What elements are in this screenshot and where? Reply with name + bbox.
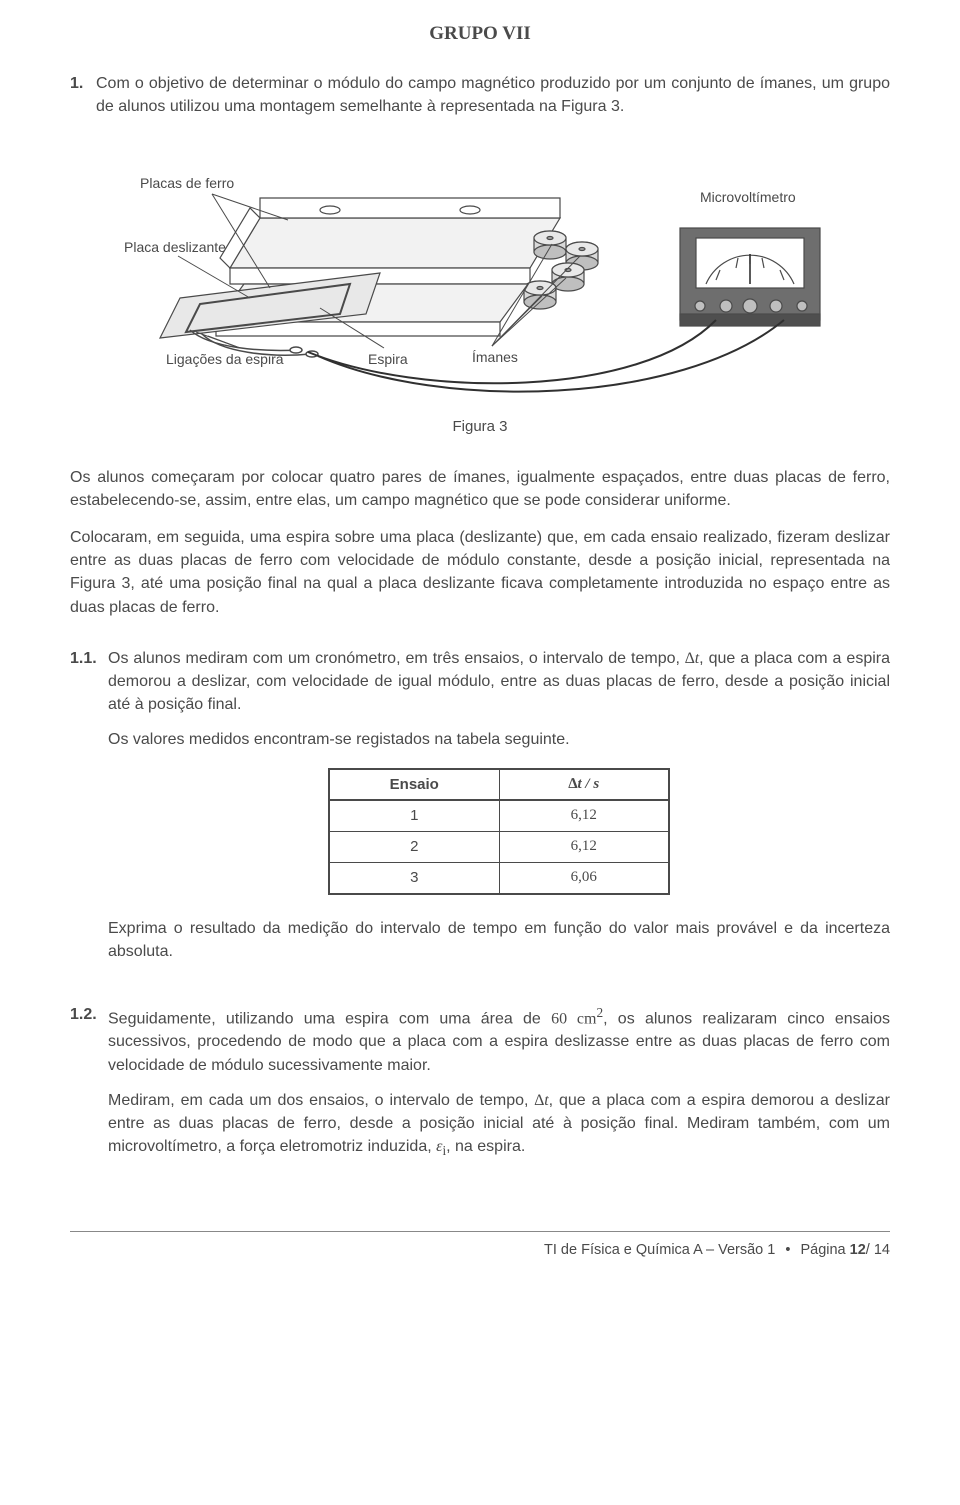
q1-1-text3: Exprima o resultado da medição do interv… [108,917,890,963]
page-footer: TI de Física e Química A – Versão 1 • Pá… [70,1231,890,1261]
delta-t-symbol: ∆t [685,650,699,667]
q1-2-text2c: , na espira. [446,1138,525,1155]
label-microvoltimetro: Microvoltímetro [700,189,796,205]
q1-2-text1: Seguidamente, utilizando uma espira com … [108,1003,890,1077]
th-delta-t: ∆t / s [499,769,669,801]
question-1-text: Com o objetivo de determinar o módulo do… [96,72,890,118]
q1-1-text1: Os alunos mediram com um cronómetro, em … [108,647,890,717]
question-1-1: 1.1. Os alunos mediram com um cronómetro… [70,647,890,975]
q1-2-text2a: Mediram, em cada um dos ensaios, o inter… [108,1092,534,1109]
cell-dt: 6,12 [499,832,669,863]
table-row: 3 6,06 [329,862,669,893]
figure-3-caption: Figura 3 [70,416,890,438]
cell-dt: 6,06 [499,862,669,893]
figure-3-apparatus: Placas de ferro Placa deslizante Ligaçõe… [70,138,890,398]
label-ligacoes-espira: Ligações da espira [166,351,284,367]
label-imanes: Ímanes [472,349,518,365]
table-row: 2 6,12 [329,832,669,863]
footer-course: TI de Física e Química A – Versão 1 [544,1242,775,1258]
apparatus-svg: Placas de ferro Placa deslizante Ligaçõe… [120,138,840,398]
delta-t-symbol-2: ∆t [534,1092,548,1109]
footer-page-label: Página [800,1242,849,1258]
q1-2-text1a: Seguidamente, utilizando uma espira com … [108,1010,551,1027]
cell-dt: 6,12 [499,800,669,831]
footer-page-total: 14 [874,1242,890,1258]
label-placa-deslizante: Placa deslizante [124,239,226,255]
intro-para-2: Colocaram, em seguida, uma espira sobre … [70,526,890,619]
q1-1-text1a: Os alunos mediram com um cronómetro, em … [108,650,685,667]
th-ensaio: Ensaio [329,769,499,801]
area-value: 60 cm [551,1010,596,1027]
question-1-2-number: 1.2. [70,1003,108,1173]
footer-bullet: • [785,1242,790,1258]
question-1-2: 1.2. Seguidamente, utilizando uma espira… [70,1003,890,1173]
q1-1-text2: Os valores medidos encontram-se registad… [108,728,890,751]
label-espira: Espira [368,351,408,367]
cell-ensaio: 1 [329,800,499,831]
label-placas-ferro: Placas de ferro [140,175,234,191]
footer-page-num: 12 [850,1242,866,1258]
q1-2-text2: Mediram, em cada um dos ensaios, o inter… [108,1089,890,1161]
cell-ensaio: 3 [329,862,499,893]
footer-page-sep: / [866,1242,874,1258]
group-title: GRUPO VII [70,20,890,48]
measurements-table: Ensaio ∆t / s 1 6,12 2 6,12 3 6, [328,768,670,895]
question-1: 1. Com o objetivo de determinar o módulo… [70,72,890,118]
cell-ensaio: 2 [329,832,499,863]
table-row: 1 6,12 [329,800,669,831]
intro-para-1: Os alunos começaram por colocar quatro p… [70,466,890,512]
question-1-1-number: 1.1. [70,647,108,975]
question-1-number: 1. [70,72,96,118]
